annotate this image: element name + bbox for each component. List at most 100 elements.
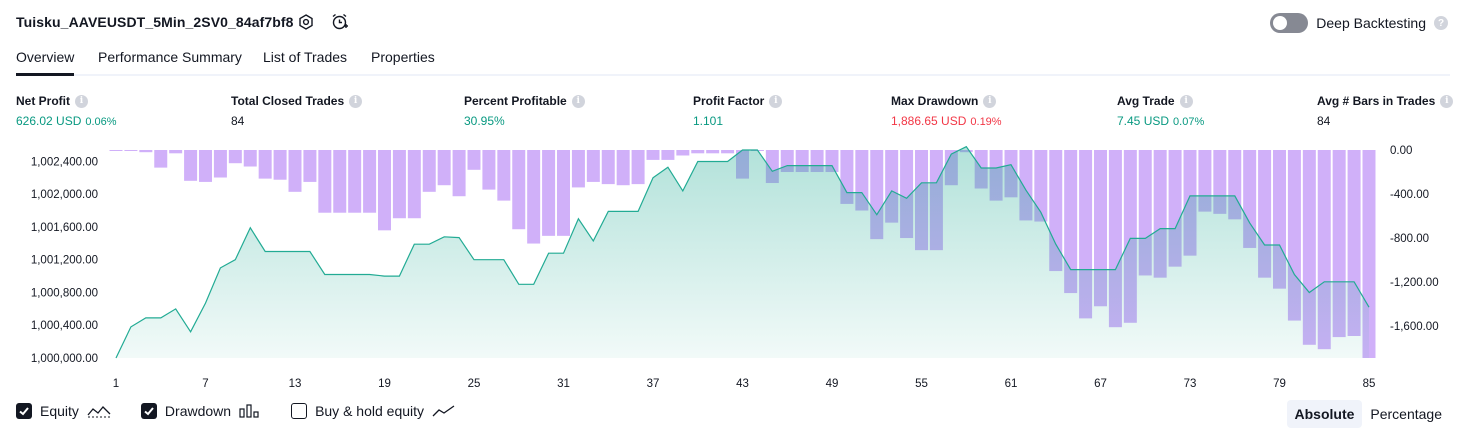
drawdown-bar xyxy=(437,150,451,186)
metric-avg-trade: Avg Trade i 7.45 USD 0.07% xyxy=(1117,94,1204,128)
drawdown-bar xyxy=(527,150,541,244)
x-tick-label: 7 xyxy=(202,378,208,390)
drawdown-bar xyxy=(557,150,570,236)
metric-value: 30.95% xyxy=(464,114,505,128)
metric-value: 1.101 xyxy=(693,114,724,128)
right-tick-label: -800.00 xyxy=(1390,233,1429,245)
x-tick-label: 85 xyxy=(1363,378,1376,390)
drawdown-bar xyxy=(571,150,585,188)
left-tick-label: 1,000,800.00 xyxy=(31,287,98,299)
metric-label: Profit Factor xyxy=(693,94,765,108)
metric-value: 7.45 USD xyxy=(1117,114,1170,128)
drawdown-checkbox[interactable] xyxy=(140,403,157,419)
legend-label: Drawdown xyxy=(164,403,232,419)
drawdown-bar xyxy=(512,150,526,230)
equity-fill xyxy=(116,146,1369,358)
legend-drawdown: Drawdown xyxy=(140,403,261,419)
metric-label: Percent Profitable xyxy=(464,94,567,108)
metric-value: 84 xyxy=(1317,114,1331,128)
chart-legend: Equity Drawdown Buy & hold equity xyxy=(16,403,486,419)
absolute-button[interactable]: Absolute xyxy=(1286,400,1363,428)
right-axis: 0.00 -400.00 -800.00 -1,200.00 -1,600.00 xyxy=(1390,145,1439,333)
legend-label: Buy & hold equity xyxy=(315,403,425,419)
tab-properties[interactable]: Properties xyxy=(371,49,435,65)
settings-gear-icon[interactable] xyxy=(296,12,316,32)
left-tick-label: 1,002,000.00 xyxy=(31,189,98,201)
info-icon[interactable]: i xyxy=(769,94,783,108)
drawdown-bar xyxy=(676,150,690,156)
x-tick-label: 79 xyxy=(1273,378,1286,390)
x-tick-label: 13 xyxy=(289,378,302,390)
info-icon[interactable]: i xyxy=(571,94,585,108)
percentage-button[interactable]: Percentage xyxy=(1370,406,1442,422)
view-mode-switch: Absolute Percentage xyxy=(1286,400,1451,428)
info-icon[interactable]: i xyxy=(349,94,363,108)
x-tick-label: 25 xyxy=(468,378,481,390)
drawdown-bar xyxy=(467,150,481,170)
drawdown-bar xyxy=(169,150,183,154)
drawdown-bar xyxy=(706,150,720,154)
x-tick-label: 43 xyxy=(736,378,749,390)
drawdown-bar xyxy=(199,150,212,182)
x-tick-label: 55 xyxy=(915,378,928,390)
left-axis: 1,000,000.00 1,000,400.00 1,000,800.00 1,00… xyxy=(31,156,98,365)
help-icon[interactable]: ? xyxy=(1434,16,1448,30)
drawdown-bar xyxy=(139,150,153,153)
add-alert-icon[interactable] xyxy=(330,12,350,32)
right-tick-label: -400.00 xyxy=(1390,189,1429,201)
drawdown-bar xyxy=(184,150,198,181)
tab-performance-summary[interactable]: Performance Summary xyxy=(98,49,242,65)
x-tick-label: 49 xyxy=(826,378,839,390)
legend-label: Equity xyxy=(40,403,79,419)
metric-total-closed-trades: Total Closed Trades i 84 xyxy=(231,94,363,128)
drawdown-bar xyxy=(213,150,227,178)
drawdown-bar xyxy=(318,150,332,213)
x-tick-label: 37 xyxy=(647,378,660,390)
right-tick-label: -1,200.00 xyxy=(1390,277,1439,289)
equity-checkbox[interactable] xyxy=(16,403,32,419)
buy-hold-checkbox[interactable] xyxy=(291,403,308,419)
drawdown-bar xyxy=(154,150,168,168)
metric-label: Avg Trade xyxy=(1117,94,1175,108)
drawdown-bar xyxy=(348,150,362,213)
metric-value: 626.02 USD xyxy=(16,114,82,128)
right-tick-label: 0.00 xyxy=(1390,145,1412,157)
equity-drawdown-chart[interactable]: 1,000,000.00 1,000,400.00 1,000,800.00 1,00… xyxy=(0,140,1466,395)
metric-percent: 0.06% xyxy=(85,116,117,128)
metric-label: Net Profit xyxy=(16,94,70,108)
metric-avg-bars-in-trades: Avg # Bars in Trades i 84 xyxy=(1317,94,1454,128)
drawdown-bar xyxy=(363,150,377,213)
tab-list-of-trades[interactable]: List of Trades xyxy=(263,49,348,65)
equity-area xyxy=(115,145,1370,359)
info-icon[interactable]: i xyxy=(1179,94,1193,108)
drawdown-bar xyxy=(721,150,735,154)
drawdown-bar xyxy=(646,150,660,160)
drawdown-bar xyxy=(542,150,556,236)
x-tick-label: 19 xyxy=(378,378,391,390)
drawdown-bar xyxy=(616,150,630,186)
x-tick-label: 73 xyxy=(1184,378,1197,390)
drawdown-bar xyxy=(124,150,138,151)
metric-net-profit: Net Profit i 626.02 USD 0.06% xyxy=(16,94,117,128)
info-icon[interactable]: i xyxy=(1440,94,1454,108)
legend-equity: Equity xyxy=(16,403,111,419)
deep-backtesting-toggle[interactable] xyxy=(1270,13,1309,33)
left-tick-label: 1,002,400.00 xyxy=(31,156,98,168)
drawdown-bar xyxy=(497,150,511,201)
drawdown-bar xyxy=(273,150,287,180)
drawdown-bar xyxy=(601,150,615,185)
drawdown-bar xyxy=(1094,150,1107,307)
info-icon[interactable]: i xyxy=(75,94,88,108)
drawdown-bar xyxy=(661,150,675,160)
drawdown-bar xyxy=(228,150,242,164)
drawdown-bar xyxy=(1034,150,1048,222)
drawdown-bars-icon xyxy=(239,404,259,418)
metric-profit-factor: Profit Factor i 1.101 xyxy=(693,94,783,128)
equity-line xyxy=(115,145,1370,359)
drawdown-bar xyxy=(631,150,645,185)
x-tick-label: 61 xyxy=(1005,378,1018,390)
info-icon[interactable]: i xyxy=(983,94,997,108)
metric-label: Avg # Bars in Trades xyxy=(1317,94,1436,108)
tab-overview[interactable]: Overview xyxy=(16,49,75,76)
drawdown-bar xyxy=(586,150,600,182)
